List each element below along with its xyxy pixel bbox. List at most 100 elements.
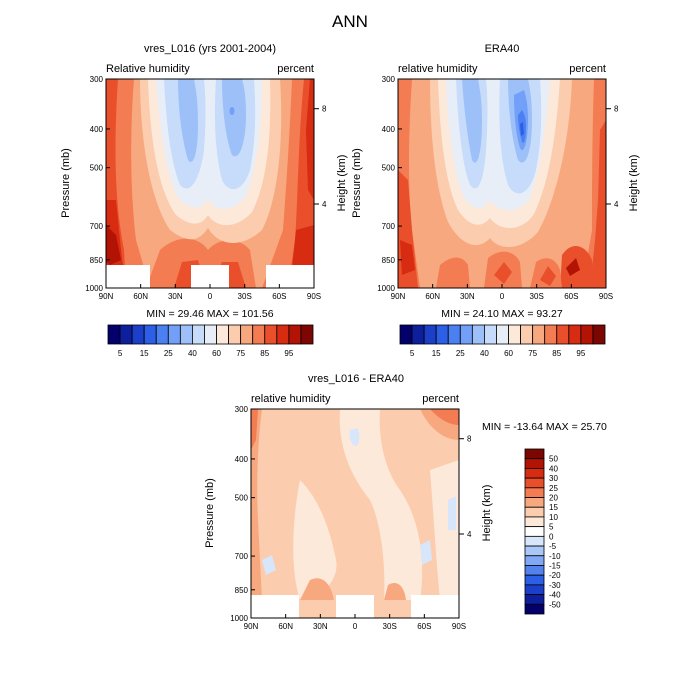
colorbar-label: -20 xyxy=(549,571,561,580)
panel-model-stats: MIN = 29.46 MAX = 101.56 xyxy=(146,308,273,320)
y-tick-label: 1000 xyxy=(85,284,103,293)
missing-region xyxy=(266,265,314,288)
colorbar-box xyxy=(471,324,485,345)
colorbar-box xyxy=(435,324,449,345)
y-tick-label: 400 xyxy=(235,455,249,464)
y-tick-label: 300 xyxy=(90,75,104,84)
colorbar-box xyxy=(544,324,558,345)
colorbar-box xyxy=(167,324,181,345)
y-tick-label: 700 xyxy=(90,222,104,231)
colorbar-box xyxy=(204,324,217,345)
y-right-tick-label: 8 xyxy=(322,105,327,114)
missing-region xyxy=(251,595,299,618)
colorbar-box xyxy=(520,324,534,345)
colorbar-label: -40 xyxy=(549,591,561,600)
colorbar-box xyxy=(459,324,473,345)
colorbar-label: 75 xyxy=(236,349,245,358)
colorbar-box xyxy=(240,324,254,345)
colorbar-label: 60 xyxy=(504,349,513,358)
colorbar-box xyxy=(524,584,545,595)
panel-model-right-label: percent xyxy=(277,63,314,75)
panel-obs-stats: MIN = 24.10 MAX = 93.27 xyxy=(441,308,563,320)
panel-obs-axes: 90N 60N 30N 0 30S 60S 90S 300 400 500 700 850 1000 8 4 xyxy=(377,75,619,301)
x-tick-label: 90N xyxy=(391,292,406,301)
colorbar-label: 5 xyxy=(549,523,554,532)
x-tick-label: 60N xyxy=(425,292,440,301)
panel-diff-axes: 90N 60N 30N 0 30S 60S 90S 300 400 500 700 850 1000 8 4 xyxy=(230,405,472,631)
colorbar-box xyxy=(524,555,545,566)
colorbar-label: 40 xyxy=(188,349,197,358)
colorbar-label: 95 xyxy=(576,349,585,358)
colorbar-label: -30 xyxy=(549,581,561,590)
panel-diff-ylabel-right: Height (km) xyxy=(481,485,493,542)
colorbar-box xyxy=(524,526,545,537)
panel-obs-right-label: percent xyxy=(569,63,606,75)
colorbar-box xyxy=(411,324,425,345)
x-tick-label: 30N xyxy=(313,622,328,631)
colorbar-box xyxy=(192,324,205,345)
x-tick-label: 0 xyxy=(500,292,505,301)
colorbar-box xyxy=(107,324,121,345)
panel-diff-left-label: relative humidity xyxy=(251,393,331,405)
y-right-tick-label: 4 xyxy=(467,530,472,539)
colorbar-label: 25 xyxy=(549,484,558,493)
colorbar-label: 15 xyxy=(549,503,558,512)
colorbar-box xyxy=(524,516,545,528)
colorbar-box xyxy=(524,545,545,557)
colorbar-box xyxy=(423,324,437,345)
colorbar-box xyxy=(447,324,461,345)
x-tick-label: 30N xyxy=(460,292,475,301)
y-right-tick-label: 8 xyxy=(614,105,619,114)
x-tick-label: 60N xyxy=(133,292,148,301)
colorbar-box xyxy=(300,324,314,345)
colorbar-box xyxy=(524,448,545,460)
colorbar-box xyxy=(179,324,193,345)
panel-diff-right-label: percent xyxy=(422,393,459,405)
colorbar-label: 85 xyxy=(260,349,269,358)
y-tick-label: 850 xyxy=(90,256,104,265)
panel-model-title: vres_L016 (yrs 2001-2004) xyxy=(144,43,276,55)
panel-model-ylabel-right: Height (km) xyxy=(336,155,348,212)
y-tick-label: 300 xyxy=(382,75,396,84)
panel-obs: ERA40 relative humidity percent xyxy=(351,43,640,358)
x-tick-label: 0 xyxy=(353,622,358,631)
colorbar-box xyxy=(143,324,157,345)
missing-region xyxy=(106,265,150,288)
panel-diff-contour-field xyxy=(251,409,459,618)
x-tick-label: 90S xyxy=(452,622,466,631)
colorbar-label: -5 xyxy=(549,542,557,551)
colorbar-box xyxy=(228,324,242,345)
x-tick-label: 90N xyxy=(244,622,259,631)
panel-obs-contour-field xyxy=(398,79,606,288)
colorbar-label: -15 xyxy=(549,561,561,570)
x-tick-label: 60S xyxy=(564,292,578,301)
colorbar-box xyxy=(524,497,545,508)
colorbar-box xyxy=(119,324,133,345)
colorbar-label: 0 xyxy=(549,532,554,541)
panel-model-left-label: Relative humidity xyxy=(106,63,190,75)
colorbar-label: -10 xyxy=(549,552,561,561)
colorbar-box xyxy=(524,594,545,605)
y-tick-label: 850 xyxy=(382,256,396,265)
panel-model: vres_L016 (yrs 2001-2004) Relative humid… xyxy=(60,43,348,358)
colorbar-label: 25 xyxy=(456,349,465,358)
colorbar-label: 15 xyxy=(432,349,441,358)
colorbar-label: 60 xyxy=(212,349,221,358)
panel-model-colorbar: 5 15 25 40 60 75 85 95 xyxy=(107,324,314,358)
panel-model-ylabel: Pressure (mb) xyxy=(60,148,72,218)
x-tick-label: 30S xyxy=(530,292,544,301)
colorbar-box xyxy=(496,324,509,345)
colorbar-label: 15 xyxy=(140,349,149,358)
panel-obs-colorbar: 5 15 25 40 60 75 85 95 xyxy=(399,324,606,358)
x-tick-label: 0 xyxy=(208,292,213,301)
y-tick-label: 300 xyxy=(235,405,249,414)
colorbar-box xyxy=(524,487,545,498)
y-tick-label: 700 xyxy=(382,222,396,231)
colorbar-box xyxy=(532,324,546,345)
x-tick-label: 30S xyxy=(238,292,252,301)
colorbar-box xyxy=(276,324,290,345)
panel-obs-left-label: relative humidity xyxy=(398,63,478,75)
colorbar-box xyxy=(568,324,582,345)
